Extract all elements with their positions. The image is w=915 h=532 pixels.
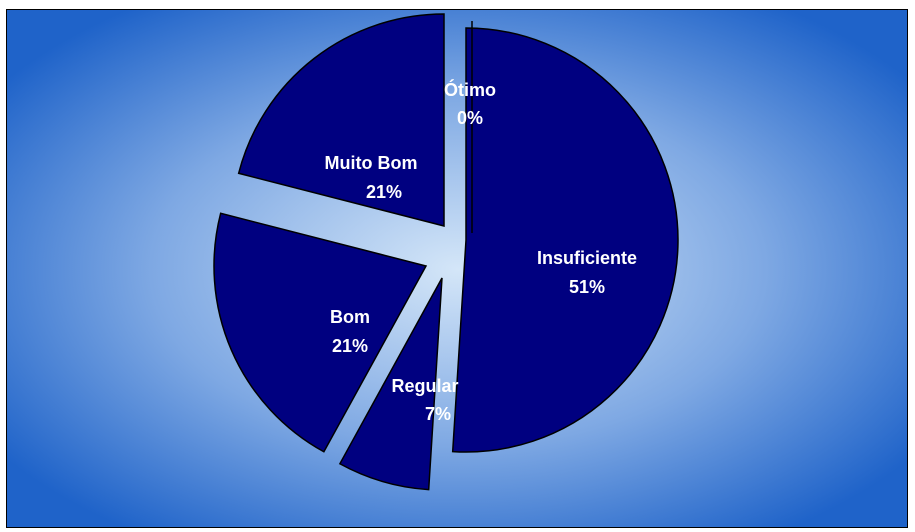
pie-slice-insuficiente: [451, 27, 679, 453]
pie-slice-bom: [213, 212, 428, 453]
slice-value-label-insuficiente: 51%: [569, 277, 605, 297]
slice-label-bom: Bom: [330, 307, 370, 327]
slice-value-label-otimo: 0%: [457, 108, 483, 128]
pie-slice-muito-bom: [237, 13, 445, 227]
slice-value-label-regular: 7%: [425, 404, 451, 424]
chart-area: Insuficiente 51% Regular 7% Bom 21% Muito Bom 2…: [6, 9, 908, 528]
pie-slices: [213, 13, 679, 491]
slice-value-label-bom: 21%: [332, 336, 368, 356]
slice-label-otimo: Ótimo: [444, 79, 496, 100]
slice-label-regular: Regular: [391, 376, 458, 396]
slice-label-muito-bom: Muito Bom: [325, 153, 418, 173]
pie-labels: Insuficiente 51% Regular 7% Bom 21% Muito Bom 2…: [325, 79, 638, 424]
slice-value-label-muito-bom: 21%: [366, 182, 402, 202]
slice-label-insuficiente: Insuficiente: [537, 248, 637, 268]
pie-chart: Insuficiente 51% Regular 7% Bom 21% Muito Bom 2…: [213, 13, 679, 491]
pie-slice-regular: [338, 277, 443, 491]
